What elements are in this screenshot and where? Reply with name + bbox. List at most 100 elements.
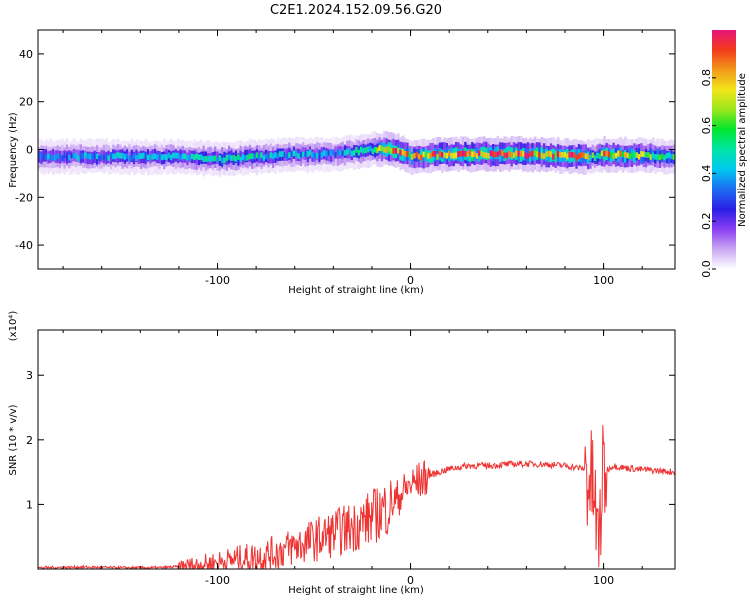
heatmap-cell [119, 152, 122, 159]
heatmap-cell [144, 152, 148, 158]
heatmap-cell [438, 150, 442, 157]
heatmap-cell [424, 151, 428, 158]
heatmap-cell [38, 152, 41, 159]
spectrogram-axes: -100 0 100 40 20 0 -20 -40 [15, 30, 675, 287]
heatmap-cell [346, 149, 349, 155]
heatmap-cell [603, 150, 606, 157]
heatmap-cell [313, 153, 317, 159]
colorbar-tick-label: 0.4 [700, 165, 713, 183]
heatmap-cell [95, 153, 99, 160]
heatmap-cell [225, 155, 229, 161]
heatmap-cell [100, 153, 104, 160]
snr-frame [37, 329, 676, 570]
colorbar-tick-label: 0.0 [700, 260, 713, 278]
y-tick-label: -20 [15, 191, 33, 204]
heatmap-cell [174, 152, 178, 159]
heatmap-cell [561, 151, 565, 158]
heatmap-cell [112, 153, 115, 160]
heatmap-cell [586, 153, 590, 160]
heatmap-cell [637, 153, 641, 160]
heatmap-cell [649, 154, 653, 160]
heatmap-cell [327, 150, 331, 156]
heatmap-cell [584, 153, 588, 159]
heatmap-cell [415, 151, 419, 158]
heatmap-cell [295, 151, 298, 158]
snr-panel: -100 0 100 1 2 3 Height of straight line (km)… [8, 311, 676, 596]
heatmap-cell [640, 151, 643, 157]
heatmap-cell [339, 149, 342, 156]
heatmap-cell [54, 154, 57, 161]
heatmap-cell [160, 154, 164, 161]
heatmap-cell [309, 149, 312, 156]
heatmap-cell [121, 153, 125, 159]
heatmap-cell [621, 151, 625, 158]
heatmap-cell [468, 150, 472, 156]
heatmap-cell [369, 145, 372, 152]
chart-title: C2E1.2024.152.09.56.G20 [270, 3, 442, 18]
heatmap-cell [663, 154, 667, 161]
heatmap-cell [577, 153, 581, 160]
heatmap-cell [329, 150, 333, 157]
heatmap-cell [84, 152, 88, 158]
heatmap-cell [341, 150, 345, 157]
heatmap-cell [399, 150, 403, 156]
heatmap-cell [86, 153, 90, 160]
heatmap-cell [77, 155, 81, 162]
heatmap-cell [466, 151, 470, 158]
heatmap-cell [176, 152, 180, 159]
heatmap-cell [318, 150, 321, 156]
heatmap-cell [253, 153, 257, 160]
heatmap-cell [109, 151, 113, 165]
heatmap-cell [480, 150, 484, 157]
heatmap-cell [123, 154, 127, 160]
heatmap-cell [170, 154, 173, 161]
colorbar-tick-label: 0.6 [700, 117, 713, 135]
heatmap-cell [183, 153, 187, 160]
heatmap-cell [531, 150, 535, 157]
heatmap-cell [517, 150, 521, 157]
colorbar-gradient [712, 30, 736, 269]
heatmap-cell [429, 152, 433, 159]
heatmap-cell [188, 155, 192, 161]
heatmap-cell [642, 151, 646, 158]
heatmap-cell [441, 152, 444, 158]
heatmap-cell [334, 152, 338, 158]
heatmap-cell [44, 154, 48, 161]
heatmap-cell [519, 150, 523, 157]
heatmap-cell [575, 154, 579, 161]
heatmap-cell [600, 150, 604, 157]
heatmap-cell [362, 147, 366, 154]
heatmap-cell [533, 150, 537, 157]
heatmap-cell [146, 154, 150, 161]
heatmap-cell [605, 150, 609, 157]
heatmap-cell [626, 152, 630, 159]
heatmap-cell [255, 152, 259, 159]
heatmap-cell [65, 154, 69, 161]
heatmap-cell [498, 149, 502, 156]
heatmap-cell [56, 153, 60, 159]
heatmap-cell [88, 153, 92, 160]
snr-xlabel: Height of straight line (km) [288, 585, 424, 596]
heatmap-cell [475, 153, 479, 159]
heatmap-cell [570, 151, 574, 158]
heatmap-cell [248, 153, 252, 160]
y-tick-label: 20 [19, 96, 33, 109]
heatmap-cell [554, 152, 558, 158]
heatmap-cell [457, 151, 460, 157]
heatmap-cell [107, 155, 111, 162]
x-tick-label: 100 [593, 274, 614, 287]
y-tick-label: 3 [26, 369, 33, 382]
heatmap-cell [580, 152, 583, 158]
heatmap-cell [434, 151, 437, 157]
heatmap-cell [589, 154, 593, 161]
heatmap-cell [628, 153, 632, 160]
y-tick-label: 0 [26, 144, 33, 157]
heatmap-cell [265, 153, 268, 160]
heatmap-cell [413, 152, 416, 159]
heatmap-cell [591, 152, 595, 159]
heatmap-cell [635, 152, 639, 158]
heatmap-cell [158, 153, 162, 160]
colorbar: 0.0 0.2 0.4 0.6 0.8 Normalized spectral ampl… [700, 30, 748, 278]
heatmap-cell [515, 150, 518, 157]
